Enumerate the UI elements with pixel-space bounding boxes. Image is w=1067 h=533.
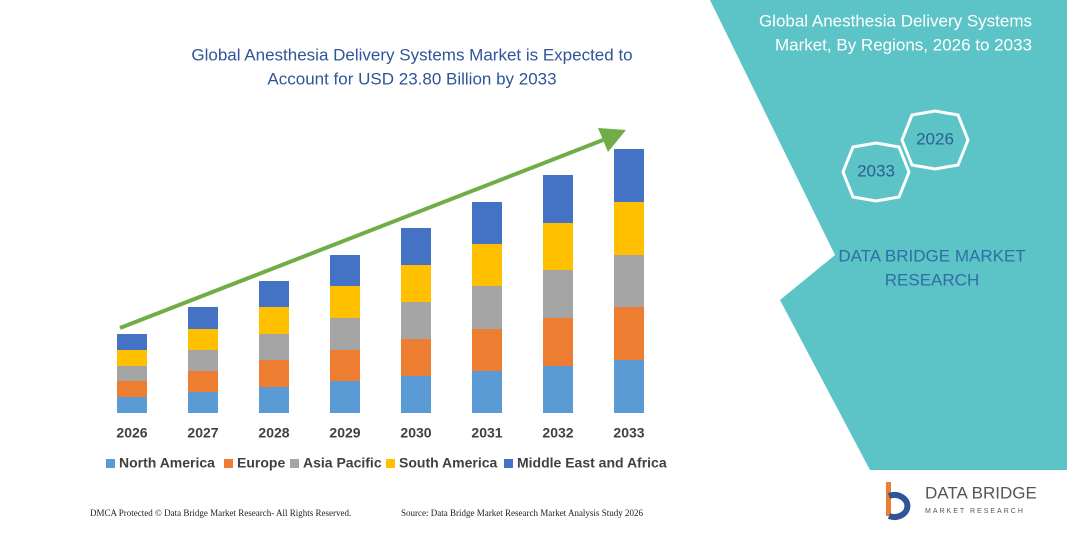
bar-segment xyxy=(188,307,218,329)
bar-segment xyxy=(543,318,573,366)
footer-right: Source: Data Bridge Market Research Mark… xyxy=(401,508,643,518)
bar-segment xyxy=(117,366,147,381)
panel-brand: RESEARCH xyxy=(885,270,979,289)
chart-title: Global Anesthesia Delivery Systems Marke… xyxy=(191,45,632,64)
bar-segment xyxy=(614,360,644,413)
bar-segment xyxy=(614,202,644,255)
legend-label: Asia Pacific xyxy=(303,455,382,471)
x-tick-label: 2032 xyxy=(542,425,573,441)
x-tick-label: 2029 xyxy=(329,425,360,441)
legend-swatch xyxy=(106,459,115,468)
bar-segment xyxy=(543,270,573,318)
bar-segment xyxy=(330,286,360,318)
bar-segment xyxy=(472,286,502,329)
x-tick-label: 2026 xyxy=(116,425,147,441)
x-tick-label: 2028 xyxy=(258,425,289,441)
bar-segment xyxy=(259,334,289,360)
bar-segment xyxy=(330,381,360,413)
x-tick-label: 2027 xyxy=(187,425,218,441)
legend-label: Middle East and Africa xyxy=(517,455,667,471)
bar-segment xyxy=(117,350,147,366)
panel-title: Global Anesthesia Delivery Systems xyxy=(759,11,1032,30)
bar-segment xyxy=(401,376,431,413)
legend-label: Europe xyxy=(237,455,285,471)
legend-swatch xyxy=(504,459,513,468)
hexagon xyxy=(841,141,911,203)
panel-brand: DATA BRIDGE MARKET xyxy=(838,246,1025,265)
bar-segment xyxy=(543,366,573,413)
bar-segment xyxy=(543,223,573,270)
hexagon-label: 2033 xyxy=(857,161,895,180)
bar-segment xyxy=(259,360,289,387)
right-panel xyxy=(710,0,1067,533)
bar-segment xyxy=(472,244,502,286)
legend-swatch xyxy=(290,459,299,468)
bar-segment xyxy=(330,318,360,350)
x-tick-label: 2033 xyxy=(613,425,644,441)
bar-segment xyxy=(259,387,289,413)
legend-label: South America xyxy=(399,455,497,471)
bar-segment xyxy=(259,307,289,334)
bar-segment xyxy=(472,202,502,244)
bar-segment xyxy=(188,392,218,413)
logo-icon xyxy=(886,482,911,520)
bar-segment xyxy=(330,350,360,381)
chart-title: Account for USD 23.80 Billion by 2033 xyxy=(267,69,556,88)
x-tick-label: 2030 xyxy=(400,425,431,441)
hexagon xyxy=(900,109,970,171)
bar-segment xyxy=(472,329,502,371)
x-tick-label: 2031 xyxy=(471,425,502,441)
bar-segment xyxy=(614,307,644,360)
bar-segment xyxy=(117,334,147,350)
panel-title: Market, By Regions, 2026 to 2033 xyxy=(775,35,1032,54)
bar-segment xyxy=(401,339,431,376)
bar-segment xyxy=(330,255,360,286)
bar-segment xyxy=(401,228,431,265)
legend-swatch xyxy=(224,459,233,468)
bar-segment xyxy=(188,329,218,350)
hexagon-label: 2026 xyxy=(916,129,954,148)
bar-segment xyxy=(472,371,502,413)
bar-segment xyxy=(188,371,218,392)
bar-segment xyxy=(401,265,431,302)
panel-cut xyxy=(835,255,1067,533)
bar-segment xyxy=(543,175,573,223)
bar-segment xyxy=(614,255,644,307)
logo-tagline: MARKET RESEARCH xyxy=(925,508,1025,515)
legend-swatch xyxy=(386,459,395,468)
logo-name: DATA BRIDGE xyxy=(925,483,1037,502)
footer-left: DMCA Protected © Data Bridge Market Rese… xyxy=(90,508,351,518)
trend-arrow xyxy=(119,138,604,330)
bar-segment xyxy=(259,281,289,307)
arrow-head xyxy=(598,128,626,152)
bar-segment xyxy=(188,350,218,371)
bar-segment xyxy=(117,381,147,397)
bar-segment xyxy=(401,302,431,339)
legend-label: North America xyxy=(119,455,215,471)
bar-segment xyxy=(117,397,147,413)
bar-segment xyxy=(614,149,644,202)
